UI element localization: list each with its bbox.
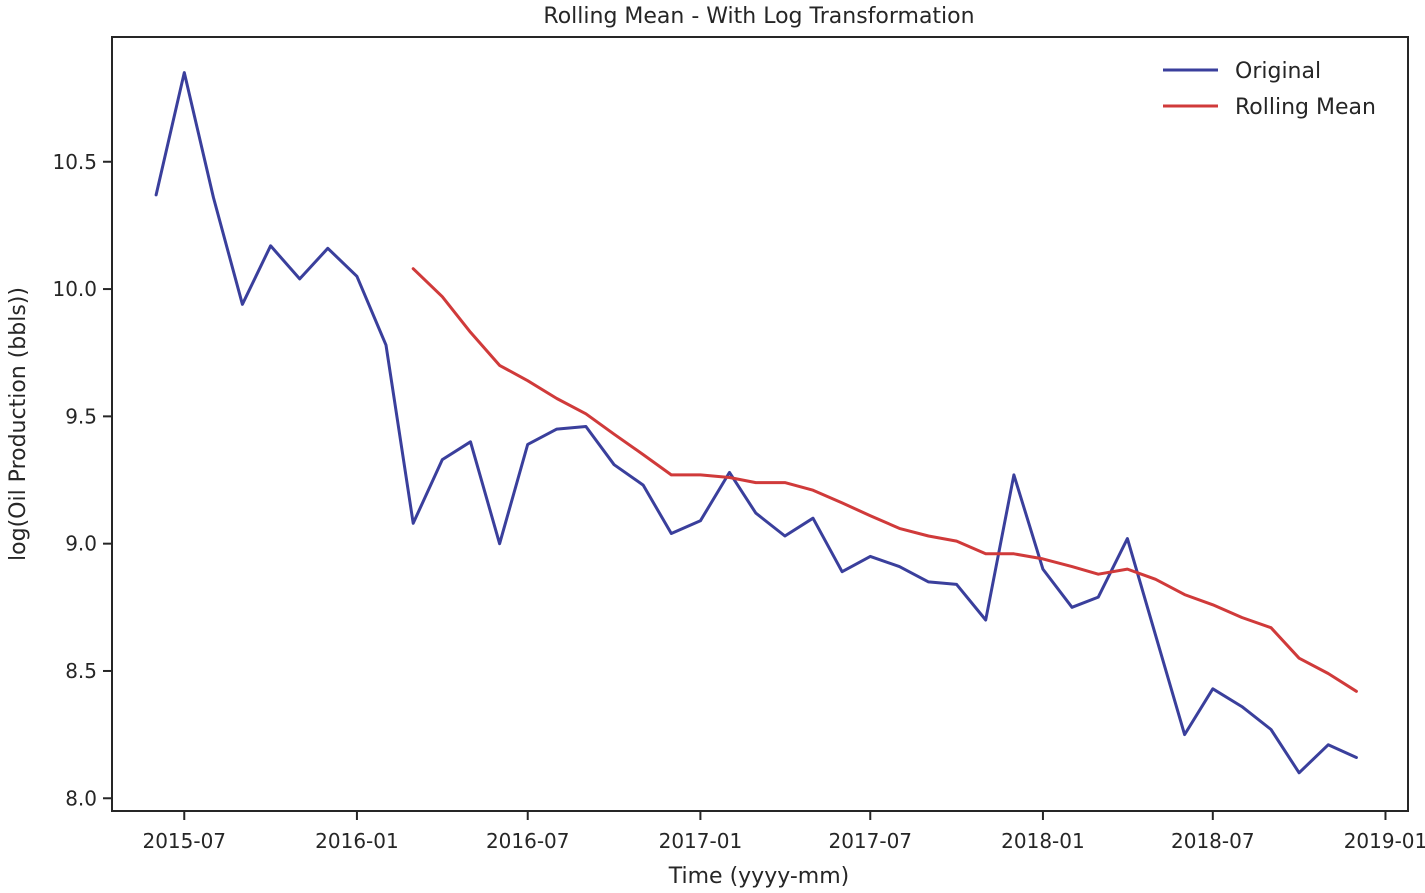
legend-label-original: Original [1235,59,1321,84]
series-line-rolling-mean [411,267,1358,693]
x-tick-label: 2019-01 [1344,829,1425,853]
x-tick-label: 2017-01 [659,829,743,853]
x-tick-label: 2015-07 [142,829,226,853]
x-tick-label: 2018-07 [1171,829,1255,853]
y-axis-ticks: 8.0 8.5 9.0 9.5 10.0 10.5 [52,150,112,810]
legend-label-rolling-mean: Rolling Mean [1235,95,1376,120]
y-tick-label: 10.0 [52,277,97,301]
y-tick-label: 9.5 [65,404,97,428]
legend: Original Rolling Mean [1163,59,1376,120]
x-axis-ticks: 2015-07 2016-01 2016-07 2017-01 2017-07 2018-… [142,811,1425,853]
x-tick-label: 2018-01 [1001,829,1085,853]
y-tick-label: 10.5 [52,150,97,174]
x-axis-label: Time (yyyy-mm) [668,864,850,889]
chart-title: Rolling Mean - With Log Transformation [543,4,974,29]
y-tick-label: 9.0 [65,532,97,556]
y-tick-label: 8.5 [65,659,97,683]
x-tick-label: 2016-07 [486,829,570,853]
plot-frame [111,36,1409,812]
series-lines [154,71,1358,775]
y-tick-label: 8.0 [65,786,97,810]
x-tick-label: 2016-01 [315,829,399,853]
y-axis-label: log(Oil Production (bbls)) [6,287,31,561]
x-tick-label: 2017-07 [828,829,912,853]
series-line-original [154,71,1358,775]
